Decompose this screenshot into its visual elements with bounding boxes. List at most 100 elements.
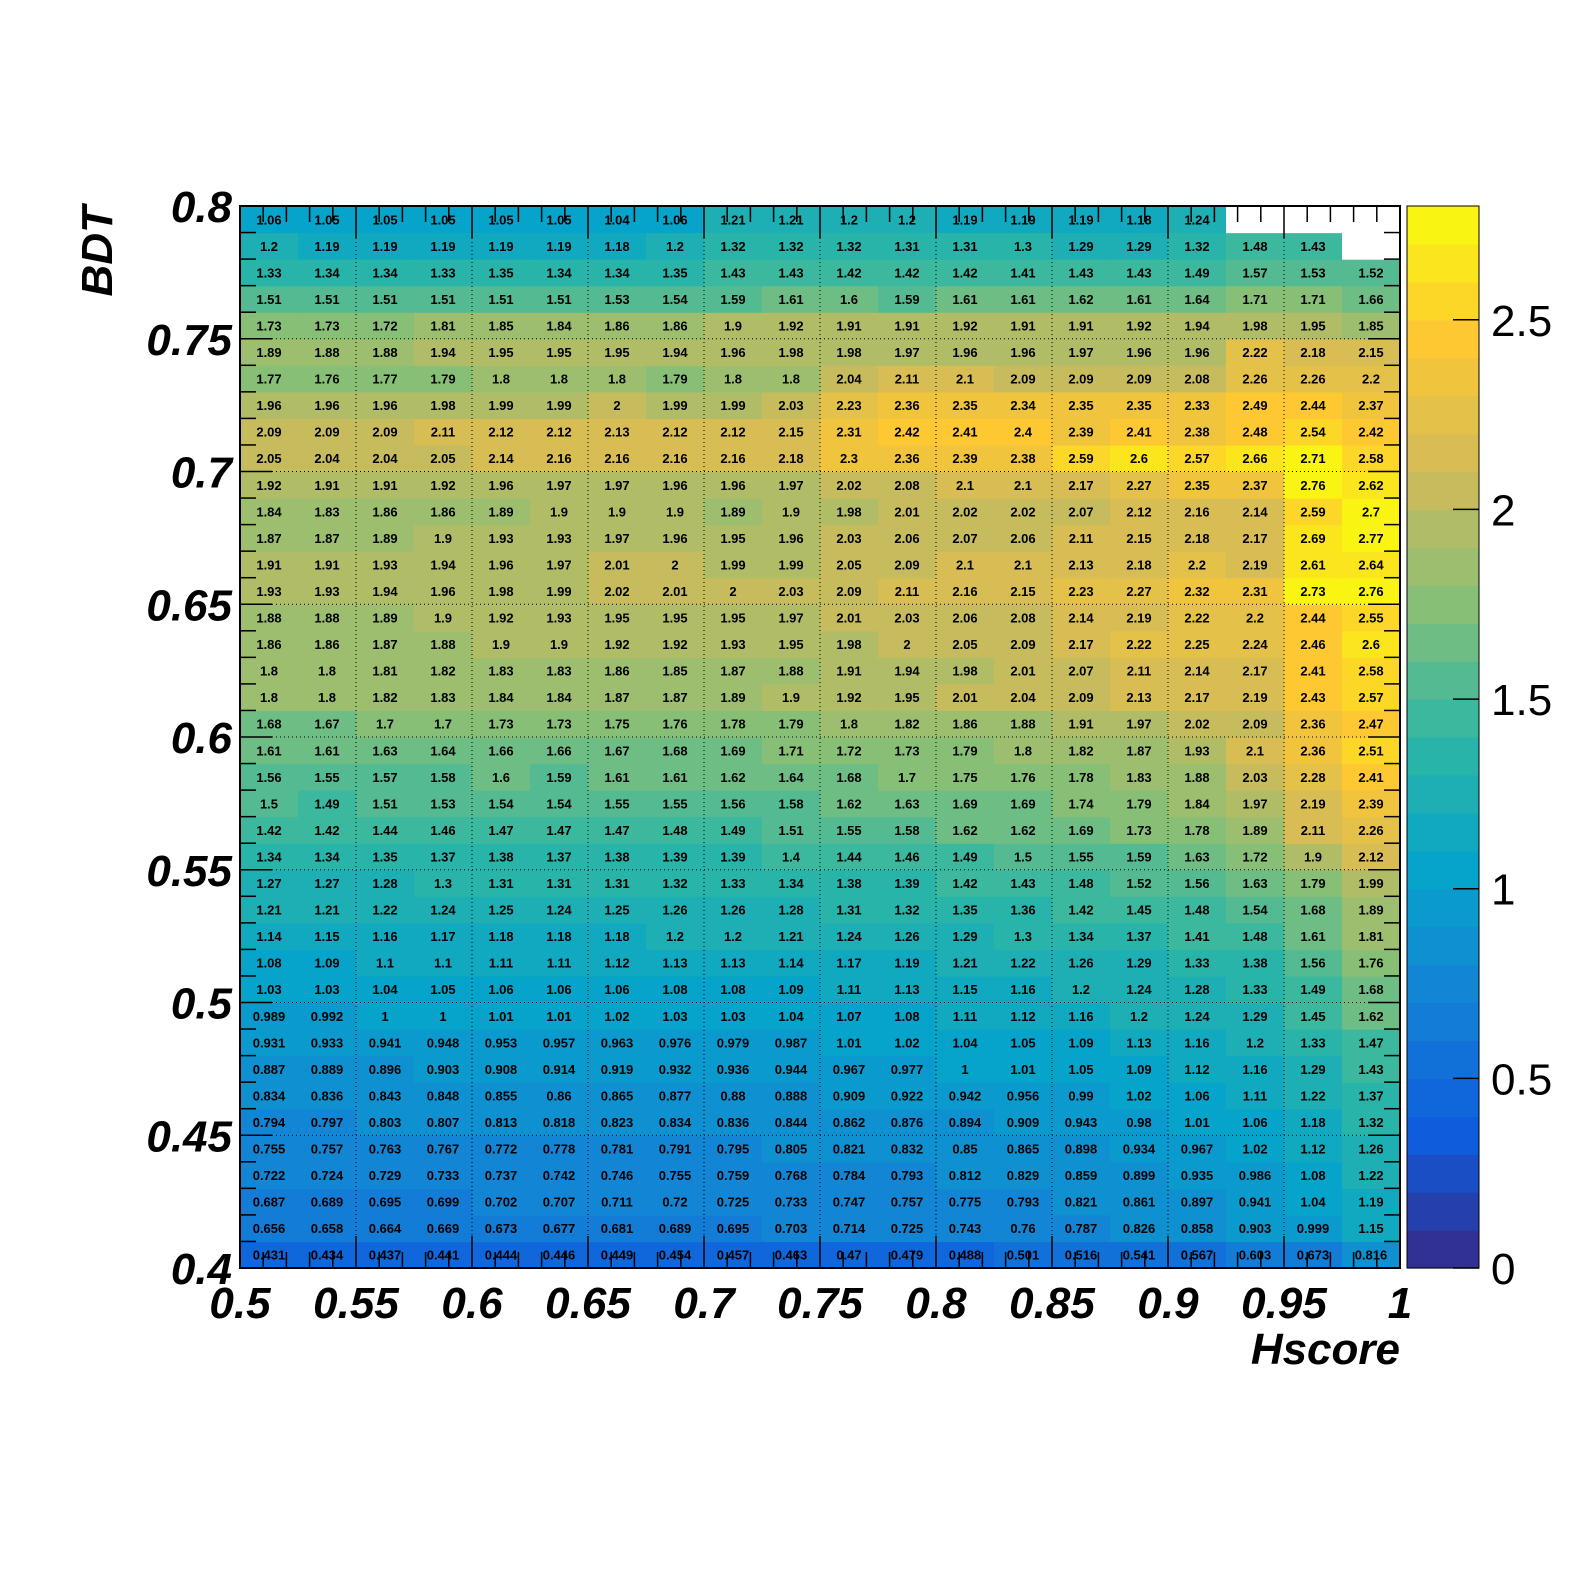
heatmap-cell: [1284, 1002, 1343, 1030]
heatmap-cell: [820, 1029, 879, 1057]
cell-value-label: 2.28: [1300, 770, 1325, 785]
heatmap-cell: [588, 869, 647, 897]
heatmap-cell: [530, 1029, 589, 1057]
heatmap-cell: [994, 232, 1053, 260]
heatmap-cell: [878, 418, 937, 446]
cell-value-label: 1.79: [430, 372, 455, 387]
cell-value-label: 1.43: [778, 265, 803, 280]
cell-value-label: 1.97: [1126, 717, 1151, 732]
heatmap-cell: [1052, 1002, 1111, 1030]
cell-value-label: 1.34: [546, 265, 572, 280]
cell-value-label: 0.463: [775, 1248, 808, 1263]
cell-value-label: 2.02: [1184, 717, 1209, 732]
heatmap-cell: [240, 391, 299, 419]
heatmap-cell: [1226, 1055, 1285, 1083]
cell-value-label: 1.89: [256, 345, 281, 360]
y-tick-label: 0.65: [146, 581, 232, 630]
cell-value-label: 0.699: [427, 1195, 460, 1210]
heatmap-cell: [936, 1161, 995, 1189]
cell-value-label: 1.5: [1014, 849, 1032, 864]
cell-value-label: 0.695: [717, 1221, 750, 1236]
heatmap-cell: [298, 949, 357, 977]
cell-value-label: 1.99: [720, 557, 745, 572]
cell-value-label: 2.11: [1127, 664, 1152, 679]
cell-value-label: 1.05: [1068, 1062, 1093, 1077]
cell-value-label: 1.49: [1300, 982, 1325, 997]
heatmap-cell: [298, 896, 357, 924]
cell-value-label: 1.84: [546, 690, 572, 705]
heatmap-cell: [878, 683, 937, 712]
cell-value-label: 1.79: [1126, 796, 1151, 811]
heatmap-cell: [1052, 896, 1111, 924]
cell-value-label: 2.3: [840, 451, 858, 466]
cell-value-label: 1.8: [318, 664, 336, 679]
cell-value-label: 1.91: [1068, 717, 1093, 732]
heatmap-cell: [356, 763, 415, 791]
heatmap-cell: [878, 1082, 937, 1110]
heatmap-cell: [298, 1188, 357, 1216]
cell-value-label: 1.33: [1242, 982, 1267, 997]
heatmap-cell: [936, 391, 995, 419]
cell-value-label: 1.9: [550, 637, 568, 652]
heatmap-cell: [240, 763, 299, 791]
cell-value-label: 2.35: [952, 398, 977, 413]
cell-value-label: 2: [729, 584, 736, 599]
heatmap-cell: [356, 551, 415, 579]
cell-value-label: 2.26: [1358, 823, 1383, 838]
cell-value-label: 1.21: [952, 956, 977, 971]
cell-value-label: 1.83: [314, 504, 339, 519]
cell-value-label: 1.19: [1010, 212, 1035, 227]
cell-value-label: 2.01: [1010, 664, 1035, 679]
heatmap-cell: [472, 524, 531, 552]
cell-value-label: 1.83: [546, 664, 571, 679]
color-bar-segment: [1407, 395, 1479, 435]
heatmap-cell: [820, 365, 879, 393]
cell-value-label: 1.08: [662, 982, 687, 997]
heatmap-cell: [530, 896, 589, 924]
heatmap-cell: [1284, 312, 1343, 340]
cell-value-label: 2.66: [1242, 451, 1267, 466]
cell-value-label: 1.54: [546, 796, 572, 811]
heatmap-cell: [878, 1161, 937, 1189]
cell-value-label: 2.08: [1010, 611, 1035, 626]
cell-value-label: 1.71: [1300, 292, 1325, 307]
cell-value-label: 2.13: [1126, 690, 1151, 705]
heatmap-cell: [820, 524, 879, 552]
heatmap-cell: [1052, 763, 1111, 791]
cell-value-label: 1.35: [488, 265, 513, 280]
cell-value-label: 1.06: [256, 212, 281, 227]
heatmap-cell: [994, 869, 1053, 897]
cell-value-label: 1.75: [604, 717, 629, 732]
heatmap-cell: [530, 1082, 589, 1110]
color-bar-segment: [1407, 471, 1479, 511]
cell-value-label: 0.767: [427, 1142, 460, 1157]
heatmap-cell: [1052, 206, 1111, 234]
heatmap-cell: [240, 683, 299, 712]
heatmap-cell: [1110, 498, 1169, 526]
cell-value-label: 1.51: [778, 823, 803, 838]
heatmap-cell: [530, 1241, 589, 1269]
heatmap-cell-empty: [1342, 206, 1401, 234]
cell-value-label: 2.18: [1126, 557, 1151, 572]
cell-value-label: 1.51: [546, 292, 571, 307]
cell-value-label: 1.73: [256, 318, 281, 333]
heatmap-cell: [1226, 312, 1285, 340]
cell-value-label: 1.73: [488, 717, 513, 732]
heatmap-cell: [1284, 737, 1343, 765]
heatmap-cell: [646, 259, 705, 287]
cell-value-label: 1.17: [430, 929, 455, 944]
cell-value-label: 1.62: [1068, 292, 1093, 307]
cell-value-label: 1.8: [550, 372, 568, 387]
heatmap-cell: [936, 577, 995, 605]
cell-value-label: 1.93: [720, 637, 745, 652]
heatmap-cell: [936, 975, 995, 1004]
cell-value-label: 2.22: [1184, 611, 1209, 626]
heatmap-cell: [994, 471, 1053, 499]
cell-value-label: 1.58: [778, 796, 803, 811]
heatmap-cell: [1226, 790, 1285, 818]
heatmap-cell: [414, 259, 473, 287]
cell-value-label: 0.441: [427, 1248, 460, 1263]
color-bar-segment: [1407, 243, 1479, 283]
heatmap-cell: [1110, 790, 1169, 818]
heatmap-cell: [762, 630, 821, 658]
